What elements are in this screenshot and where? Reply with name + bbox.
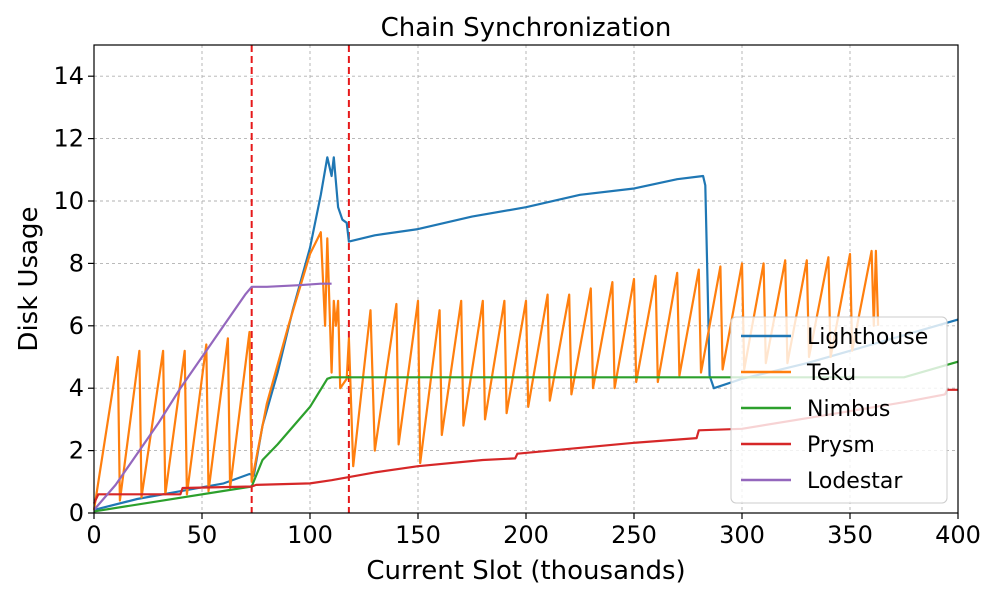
y-tick-label: 4 xyxy=(69,374,84,402)
x-tick-label: 350 xyxy=(827,521,873,549)
x-tick-label: 300 xyxy=(719,521,765,549)
x-axis-label: Current Slot (thousands) xyxy=(366,556,685,586)
y-axis-label: Disk Usage xyxy=(14,206,44,351)
y-tick-label: 2 xyxy=(69,437,84,465)
x-tick-label: 400 xyxy=(935,521,981,549)
x-tick-label: 200 xyxy=(503,521,549,549)
legend-label-lighthouse: Lighthouse xyxy=(807,325,928,350)
x-tick-label: 150 xyxy=(395,521,441,549)
chart-title: Chain Synchronization xyxy=(381,13,672,43)
y-tick-label: 10 xyxy=(53,187,84,215)
series-line-lodestar xyxy=(93,282,332,511)
x-tick-label: 250 xyxy=(611,521,657,549)
legend: Lighthouse Teku Nimbus Prysm Lodestar xyxy=(730,316,948,504)
legend-label-prysm: Prysm xyxy=(807,433,875,458)
legend-label-nimbus: Nimbus xyxy=(807,397,890,422)
x-axis: 0 50 100 150 200 250 300 350 400 xyxy=(86,513,981,549)
x-tick-label: 50 xyxy=(187,521,218,549)
y-tick-label: 8 xyxy=(69,249,84,277)
legend-box xyxy=(730,316,948,504)
legend-label-lodestar: Lodestar xyxy=(807,469,903,494)
y-tick-label: 6 xyxy=(69,312,84,340)
series-line-teku xyxy=(92,231,880,511)
y-axis: 0 2 4 6 8 10 12 14 xyxy=(53,62,94,527)
y-tick-label: 14 xyxy=(53,62,84,90)
x-tick-label: 0 xyxy=(86,521,101,549)
y-tick-label: 12 xyxy=(53,125,84,153)
x-tick-label: 100 xyxy=(287,521,333,549)
y-tick-label: 0 xyxy=(69,499,84,527)
legend-label-teku: Teku xyxy=(806,361,856,386)
